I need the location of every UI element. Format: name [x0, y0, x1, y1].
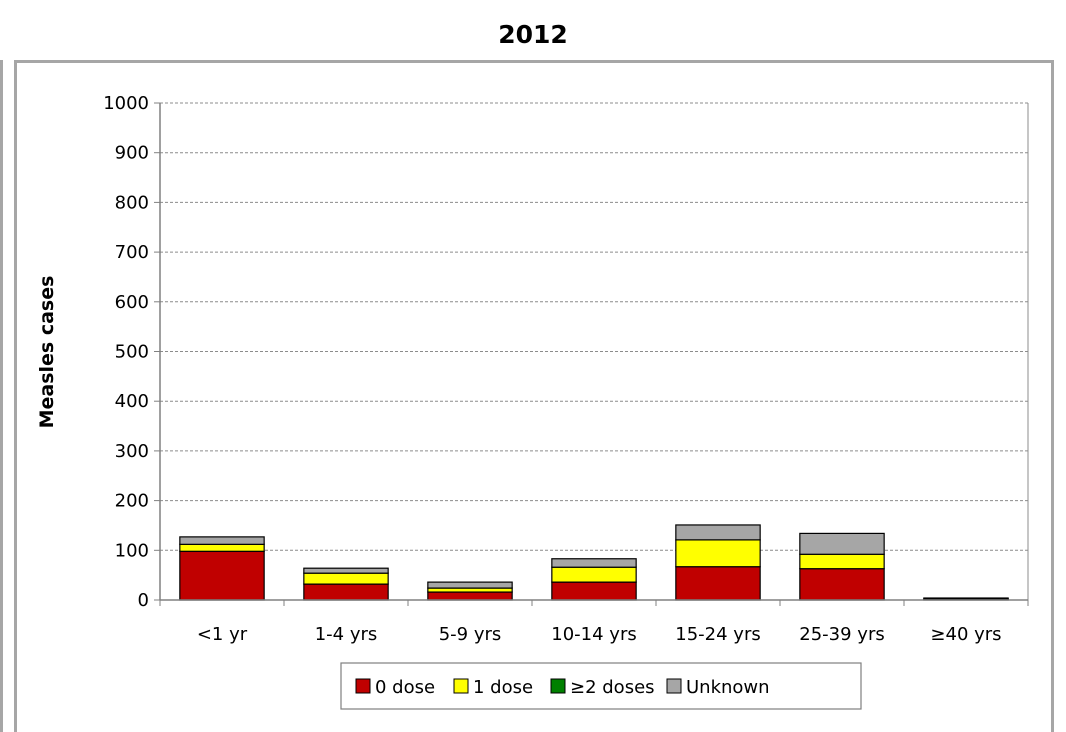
- bar-segment: [179, 550, 265, 601]
- y-tick-labels: 0 100 200 300 400 500 600 700 800 900 1000: [103, 93, 149, 611]
- bar-segment: [799, 553, 885, 570]
- y-tick-label: 800: [115, 192, 149, 213]
- bar-segment: [675, 524, 761, 541]
- legend-label: ≥2 doses: [570, 677, 655, 698]
- x-tick-label: 10-14 yrs: [551, 624, 636, 645]
- x-tick-label: <1 yr: [197, 624, 248, 645]
- left-border: [0, 60, 3, 732]
- bar-segment: [799, 568, 885, 601]
- bar-segment: [303, 572, 389, 585]
- bar-segment: [923, 597, 1009, 600]
- legend-swatch: [355, 678, 371, 694]
- bar-segment: [179, 536, 265, 545]
- y-tick-label: 200: [115, 491, 149, 512]
- legend-label: 1 dose: [473, 677, 533, 698]
- legend-label: Unknown: [686, 677, 770, 698]
- y-tick-label: 700: [115, 242, 149, 263]
- y-tick-label: 300: [115, 441, 149, 462]
- gridlines: [160, 102, 1028, 551]
- bar-segment: [551, 581, 637, 601]
- bar-segment: [799, 532, 885, 555]
- x-tick-label: 15-24 yrs: [675, 624, 760, 645]
- y-tick-label: 100: [115, 540, 149, 561]
- x-tick-label: 25-39 yrs: [799, 624, 884, 645]
- y-tick-label: 400: [115, 391, 149, 412]
- bar-segment: [675, 566, 761, 601]
- bar-segment: [427, 591, 513, 601]
- chart-title: 2012: [498, 20, 568, 49]
- legend-box: [340, 662, 862, 710]
- bar-segment: [551, 566, 637, 583]
- x-tick-labels: <1 yr 1-4 yrs 5-9 yrs 10-14 yrs 15-24 yrs 25-…: [197, 624, 1002, 645]
- y-tick-label: 1000: [103, 93, 149, 114]
- y-tick-label: 900: [115, 143, 149, 164]
- bar-segment: [179, 543, 265, 552]
- bar-segment: [551, 558, 637, 568]
- legend-swatch: [453, 678, 469, 694]
- chart-frame: [14, 60, 1054, 732]
- bar-segment: [427, 581, 513, 589]
- legend: 0 dose 1 dose ≥2 doses Unknown: [340, 662, 862, 710]
- y-tick-label: 600: [115, 292, 149, 313]
- y-axis-label: Measles cases: [36, 276, 58, 429]
- legend-swatch: [550, 678, 566, 694]
- x-tick-label: ≥40 yrs: [930, 624, 1001, 645]
- x-tick-label: 1-4 yrs: [315, 624, 378, 645]
- y-tick-label: 500: [115, 342, 149, 363]
- legend-swatch: [666, 678, 682, 694]
- bar-segment: [675, 539, 761, 568]
- bars: [179, 524, 1009, 601]
- axes: [154, 102, 1029, 606]
- legend-label: 0 dose: [375, 677, 435, 698]
- y-tick-label: 0: [138, 590, 149, 611]
- bar-segment: [303, 583, 389, 601]
- x-tick-label: 5-9 yrs: [439, 624, 502, 645]
- bar-segment: [303, 567, 389, 574]
